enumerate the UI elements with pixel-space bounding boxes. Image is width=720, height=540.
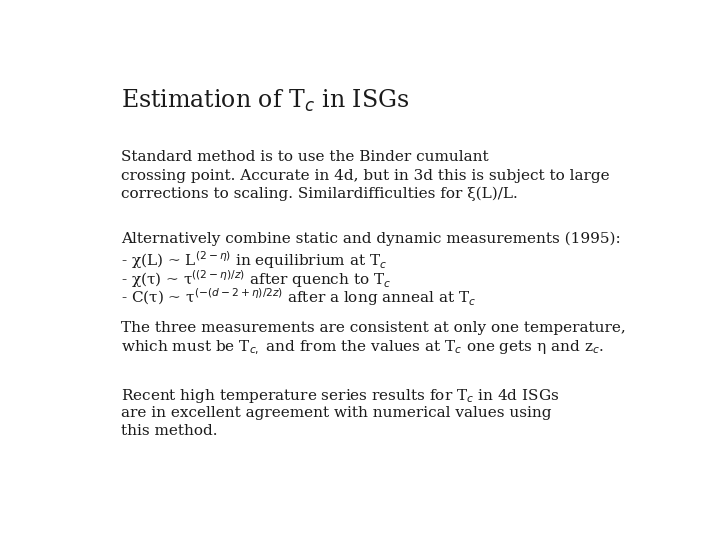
Text: are in excellent agreement with numerical values using: are in excellent agreement with numerica… bbox=[121, 406, 552, 420]
Text: crossing point. Accurate in 4d, but in 3d this is subject to large: crossing point. Accurate in 4d, but in 3… bbox=[121, 168, 609, 183]
Text: which must be T$_{c,}$ and from the values at T$_c$ one gets η and z$_c$.: which must be T$_{c,}$ and from the valu… bbox=[121, 339, 603, 357]
Text: - χ(τ) ~ τ$^{((2-η)/z)}$ after quench to T$_c$: - χ(τ) ~ τ$^{((2-η)/z)}$ after quench to… bbox=[121, 268, 391, 290]
Text: Alternatively combine static and dynamic measurements (1995):: Alternatively combine static and dynamic… bbox=[121, 231, 621, 246]
Text: - C(τ) ~ τ$^{(-(d-2+η)/2z)}$ after a long anneal at T$_c$: - C(τ) ~ τ$^{(-(d-2+η)/2z)}$ after a lon… bbox=[121, 287, 476, 308]
Text: this method.: this method. bbox=[121, 424, 217, 438]
Text: - χ(L) ~ L$^{(2-η)}$ in equilibrium at T$_c$: - χ(L) ~ L$^{(2-η)}$ in equilibrium at T… bbox=[121, 249, 387, 271]
Text: Standard method is to use the Binder cumulant: Standard method is to use the Binder cum… bbox=[121, 150, 488, 164]
Text: corrections to scaling. Similardifficulties for ξ(L)/L.: corrections to scaling. Similardifficult… bbox=[121, 187, 518, 201]
Text: Recent high temperature series results for T$_c$ in 4d ISGs: Recent high temperature series results f… bbox=[121, 387, 559, 405]
Text: Estimation of T$_c$ in ISGs: Estimation of T$_c$ in ISGs bbox=[121, 87, 409, 114]
Text: The three measurements are consistent at only one temperature,: The three measurements are consistent at… bbox=[121, 321, 626, 334]
